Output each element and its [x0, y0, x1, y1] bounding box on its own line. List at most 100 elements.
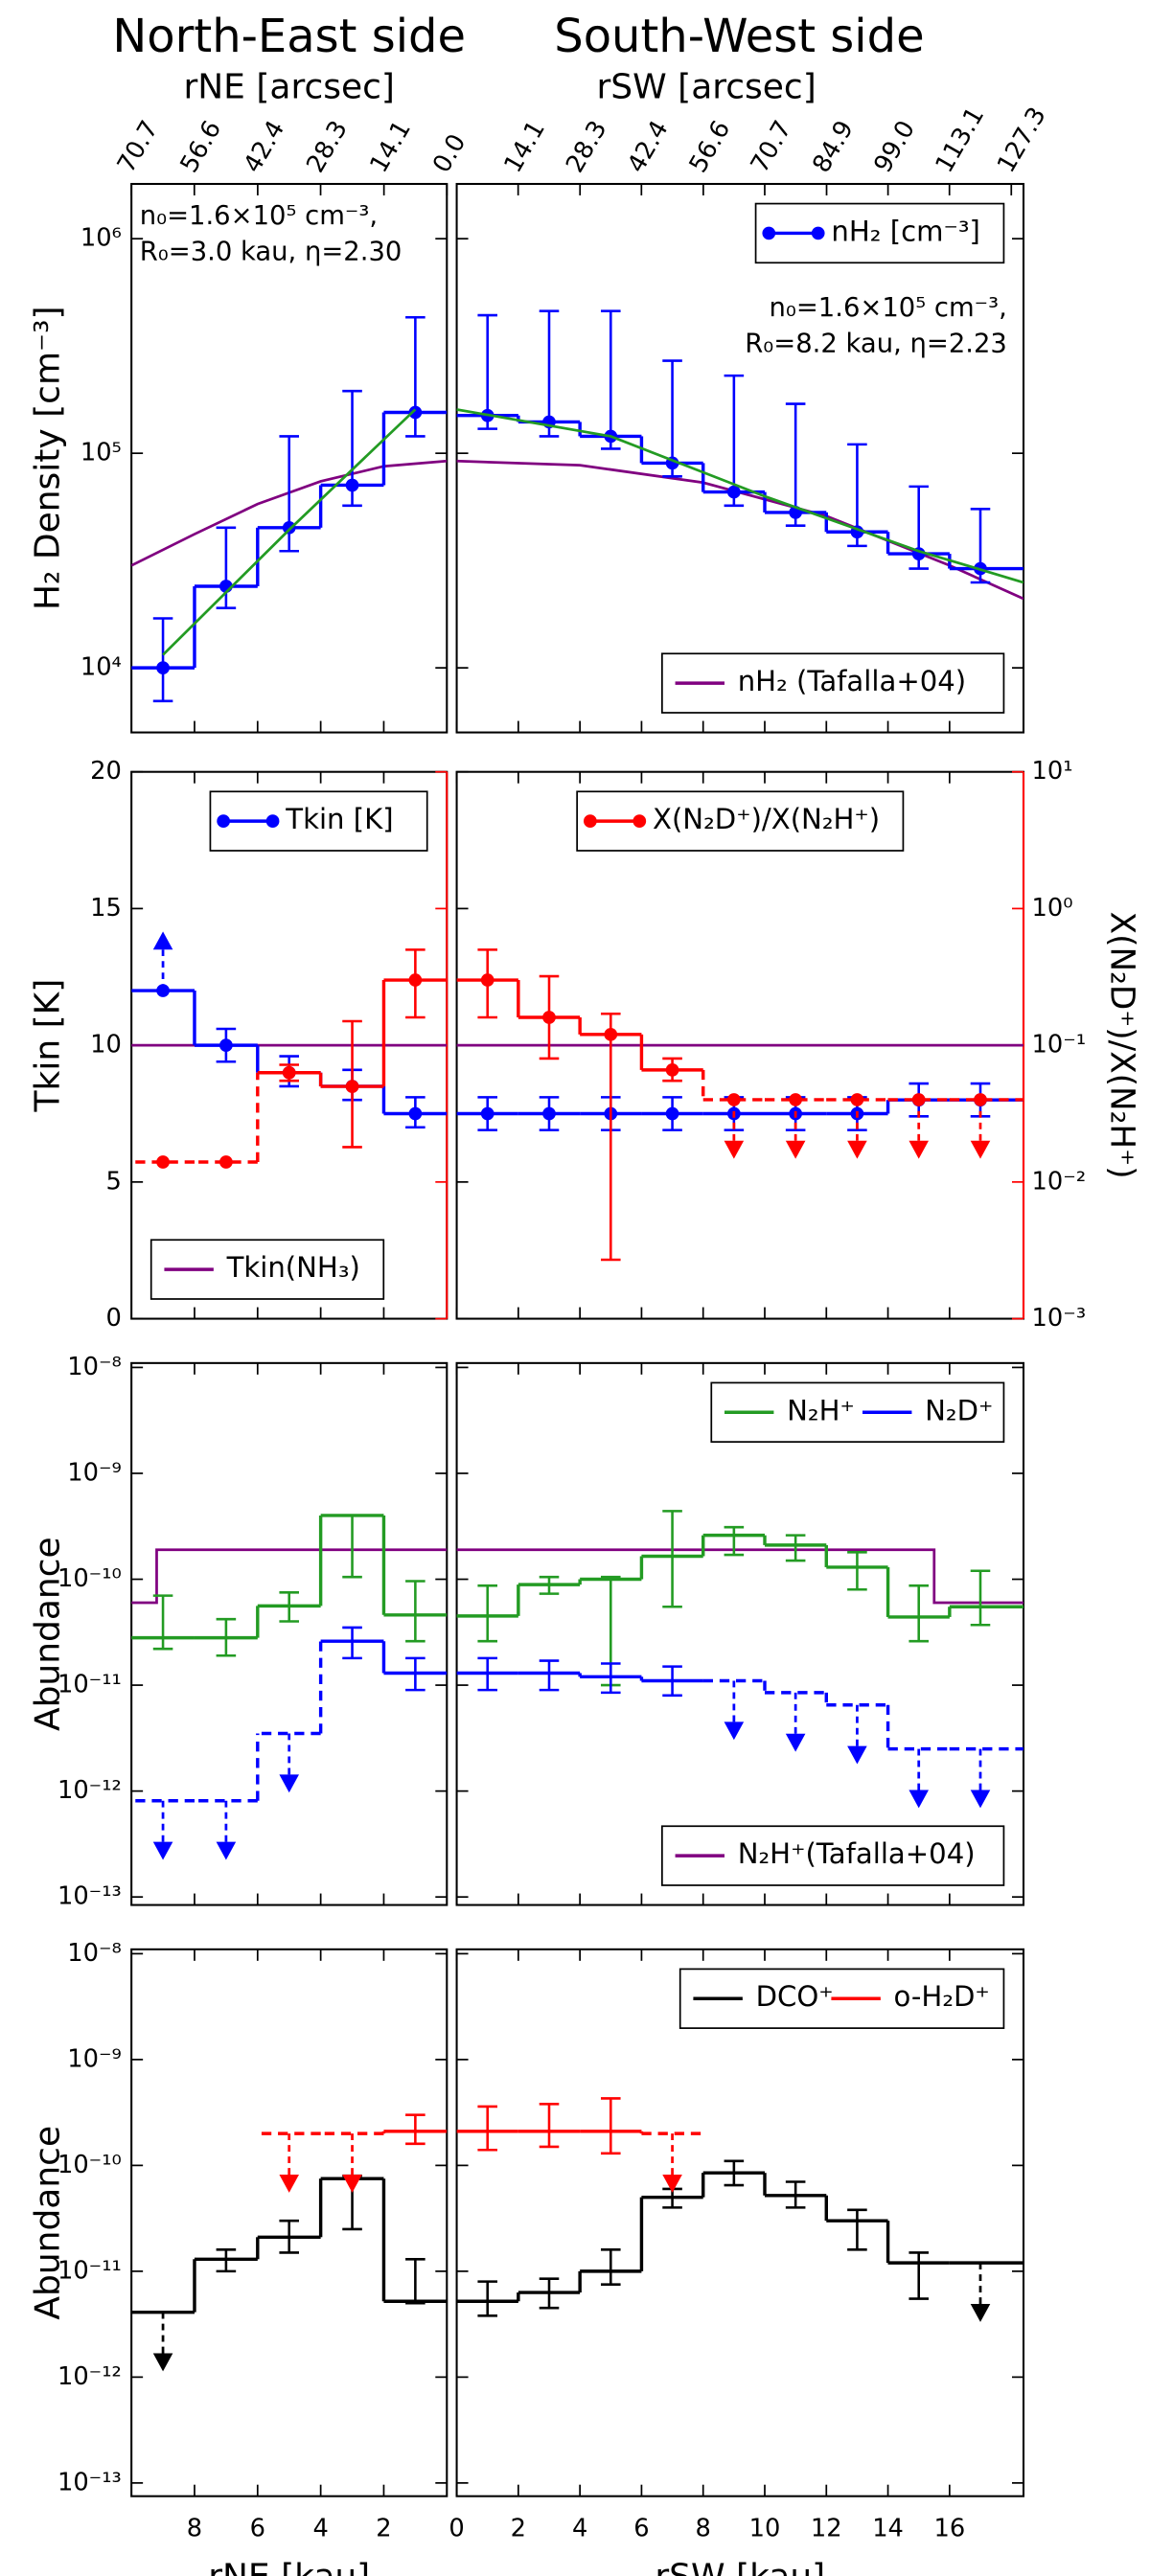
y-axis-label: Abundance: [28, 2126, 67, 2320]
marker: [974, 1093, 987, 1106]
error-bar: [405, 1580, 426, 1643]
y-tick-label: 0: [106, 1304, 122, 1333]
error-bar: [600, 309, 621, 450]
x-tick-label: 4: [312, 2514, 328, 2542]
x-tick-label: 2: [511, 2514, 526, 2542]
top-tick-label: 56.6: [684, 116, 737, 178]
marker: [408, 973, 423, 987]
error-bar: [405, 2258, 426, 2305]
error-bar: [279, 1591, 300, 1623]
limit-arrow: [152, 1800, 173, 1860]
top-tick-label: 99.0: [868, 116, 921, 178]
error-bar: [539, 2277, 560, 2310]
x-tick-label: 10: [749, 2514, 781, 2542]
limit-arrow: [662, 2133, 682, 2193]
error-bar: [847, 1551, 867, 1591]
curve: [162, 408, 417, 656]
error-bar: [600, 2248, 621, 2286]
marker: [219, 1038, 233, 1052]
x-tick-label: 8: [187, 2514, 202, 2542]
marker: [219, 1155, 233, 1169]
legend-label: N₂H⁺: [787, 1394, 855, 1426]
error-bar: [405, 1656, 426, 1692]
marker: [665, 1063, 679, 1077]
y-tick-label: 10⁻¹³: [58, 1882, 122, 1911]
fit-annotation: n₀=1.6×10⁵ cm⁻³,: [769, 293, 1006, 323]
marker: [542, 1011, 556, 1024]
fit-annotation: R₀=3.0 kau, η=2.30: [140, 237, 402, 266]
limit-head: [279, 2174, 300, 2193]
x-tick-label: 6: [633, 2514, 649, 2542]
top-tick-label: 70.7: [112, 116, 165, 178]
limit-arrow: [724, 1680, 745, 1741]
y-tick-label: 20: [90, 757, 122, 786]
legend-label: DCO⁺: [756, 1980, 834, 2013]
legend-marker: [265, 814, 280, 828]
error-bar: [600, 2097, 621, 2155]
top-tick-label: 0.0: [427, 129, 472, 177]
legend-label: nH₂ [cm⁻³]: [831, 215, 979, 247]
y-axis-label: Abundance: [28, 1537, 67, 1731]
limit-head: [908, 1140, 929, 1159]
y-tick-label: 10⁻¹²: [58, 1776, 122, 1805]
limit-arrow: [279, 2133, 300, 2193]
legend-marker: [217, 814, 231, 828]
error-bar: [847, 2208, 867, 2251]
x-tick-label: 4: [572, 2514, 587, 2542]
legend-marker: [762, 226, 776, 240]
error-bar: [724, 2159, 745, 2187]
limit-arrow: [970, 1748, 991, 1809]
marker: [542, 1106, 556, 1121]
error-bar: [477, 2280, 498, 2317]
error-bar: [477, 1656, 498, 1692]
x-tick-label: 6: [250, 2514, 265, 2542]
limit-arrow: [847, 1099, 867, 1159]
error-bar: [539, 1575, 560, 1595]
limit-head: [908, 1790, 929, 1809]
y-tick-label: 15: [90, 894, 122, 923]
marker: [282, 520, 296, 535]
error-bar: [216, 2248, 237, 2273]
error-bar: [152, 1594, 173, 1651]
marker: [408, 1106, 423, 1121]
x-tick-label: 16: [933, 2514, 965, 2542]
top-tick-label: 28.3: [301, 116, 354, 178]
legend-label: N₂H⁺(Tafalla+04): [738, 1837, 976, 1870]
error-bar: [785, 1534, 806, 1562]
panel-frame: [455, 182, 1025, 734]
marker: [156, 984, 170, 997]
legend-label: o-H₂D⁺: [894, 1980, 990, 2013]
y2-tick-label: 10⁻³: [1032, 1304, 1087, 1333]
y-tick-label: 10⁻⁹: [67, 2044, 122, 2073]
limit-arrow: [152, 2312, 173, 2372]
limit-arrow: [847, 1704, 867, 1765]
x-tick-label: 0: [448, 2514, 464, 2542]
error-bar: [785, 2180, 806, 2209]
legend-box: [150, 1239, 385, 1300]
error-bar: [600, 1012, 621, 1262]
x-tick-label: 2: [376, 2514, 391, 2542]
limit-arrow: [908, 1748, 929, 1809]
y-tick-label: 10⁻⁸: [67, 1939, 122, 1968]
limit-head: [279, 1774, 300, 1793]
x-axis-label: rNE [kau]: [208, 2557, 370, 2576]
limit-arrow: [724, 1099, 745, 1159]
marker: [726, 485, 741, 499]
error-bar: [342, 1514, 362, 1579]
legend-marker: [583, 814, 597, 828]
limit-arrow: [785, 1692, 806, 1752]
limit-arrow: [152, 931, 173, 992]
marker: [345, 478, 359, 492]
limit-arrow: [970, 2263, 991, 2322]
y-tick-label: 10: [90, 1031, 122, 1060]
marker: [789, 1093, 802, 1106]
marker: [282, 1065, 296, 1080]
y-tick-label: 10⁴: [80, 653, 122, 682]
limit-head: [970, 1790, 991, 1809]
marker: [480, 1106, 494, 1121]
error-bar: [662, 1510, 682, 1608]
y-tick-label: 10⁻¹²: [58, 2362, 122, 2391]
marker: [480, 973, 494, 987]
marker: [408, 405, 423, 420]
